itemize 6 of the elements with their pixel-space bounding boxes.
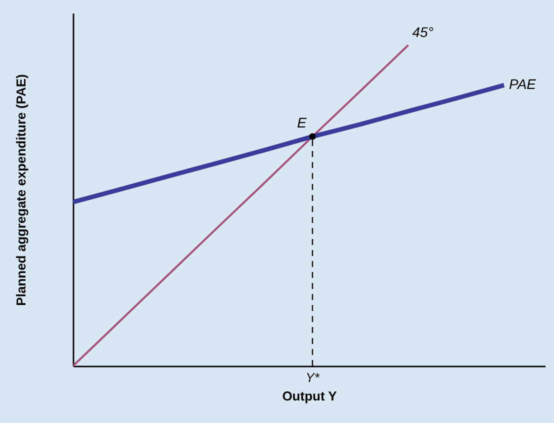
- y-axis-title: Planned aggregate expenditure (PAE): [14, 74, 28, 306]
- series-label: PAE: [509, 76, 537, 92]
- annotation: E: [297, 114, 308, 131]
- x-axis-title: Output Y: [282, 388, 338, 404]
- text: Y*: [306, 370, 320, 385]
- series-label: 45°: [412, 24, 434, 40]
